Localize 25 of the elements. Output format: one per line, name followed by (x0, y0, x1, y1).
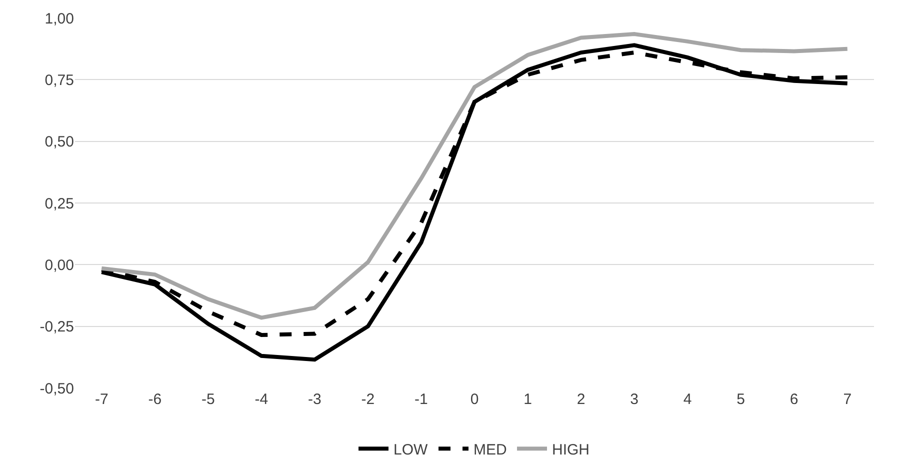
x-tick-label: -6 (148, 391, 162, 408)
y-tick-label: -0,25 (40, 318, 74, 336)
x-tick-label: 2 (576, 391, 586, 408)
x-tick-label: -2 (361, 391, 375, 408)
x-tick-label: 1 (524, 391, 532, 408)
y-tick-label: 1,00 (44, 10, 74, 28)
x-tick-label: -5 (202, 391, 215, 408)
x-tick-label: -1 (414, 391, 428, 408)
legend-label: LOW (394, 442, 429, 458)
x-tick-label: -4 (254, 391, 268, 408)
x-tick-label: 4 (683, 391, 692, 408)
y-tick-label: 0,25 (44, 195, 74, 212)
y-tick-label: -0,50 (40, 380, 74, 398)
legend-label: HIGH (552, 442, 590, 458)
y-tick-label: 0,50 (44, 134, 74, 151)
x-tick-label: -3 (308, 391, 322, 408)
y-tick-label: 0,00 (44, 256, 74, 274)
x-tick-label: -7 (94, 391, 108, 408)
legend-label: MED (474, 442, 508, 458)
x-tick-label: 7 (843, 391, 852, 408)
x-tick-label: 3 (630, 391, 638, 408)
x-tick-label: 5 (736, 391, 745, 408)
y-tick-label: 0,75 (44, 72, 74, 89)
x-tick-label: 6 (790, 391, 798, 408)
x-tick-label: 0 (470, 391, 479, 408)
